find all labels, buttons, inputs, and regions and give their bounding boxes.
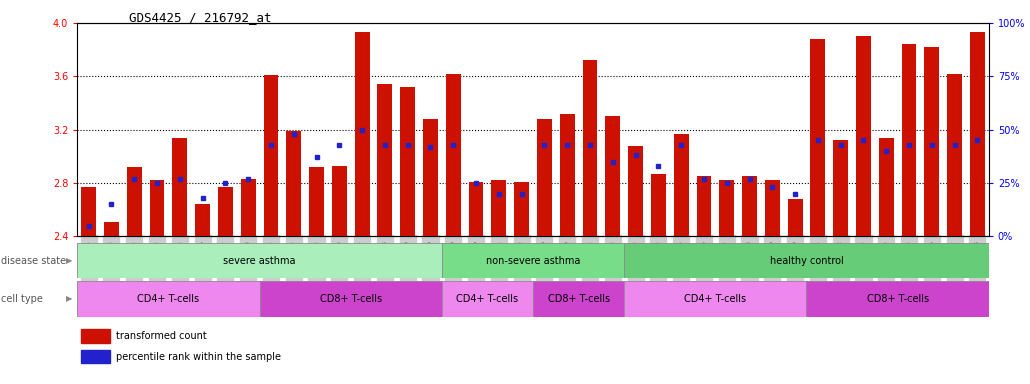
Bar — [104, 222, 118, 236]
Bar — [81, 187, 96, 236]
Bar — [77, 243, 442, 278]
Bar — [879, 137, 894, 236]
Bar — [624, 243, 989, 278]
Bar — [833, 140, 848, 236]
Bar — [606, 116, 620, 236]
Text: percentile rank within the sample: percentile rank within the sample — [115, 351, 280, 361]
Text: non-severe asthma: non-severe asthma — [486, 255, 580, 266]
Bar — [651, 174, 665, 236]
Bar — [354, 32, 370, 236]
Bar — [537, 119, 552, 236]
Text: CD4+ T-cells: CD4+ T-cells — [456, 294, 518, 304]
Text: CD4+ T-cells: CD4+ T-cells — [137, 294, 200, 304]
Text: CD8+ T-cells: CD8+ T-cells — [866, 294, 929, 304]
Bar — [514, 182, 529, 236]
Bar — [172, 137, 187, 236]
Text: ▶: ▶ — [66, 256, 72, 265]
Text: CD4+ T-cells: CD4+ T-cells — [684, 294, 747, 304]
Text: healthy control: healthy control — [769, 255, 844, 266]
Text: disease state: disease state — [1, 255, 66, 266]
Text: transformed count: transformed count — [115, 331, 206, 341]
Bar — [765, 180, 780, 236]
Text: ▶: ▶ — [66, 295, 72, 303]
Bar — [719, 180, 734, 236]
Text: CD8+ T-cells: CD8+ T-cells — [319, 294, 382, 304]
Bar — [806, 281, 989, 317]
Bar — [811, 39, 825, 236]
Bar — [260, 281, 442, 317]
Bar — [332, 166, 347, 236]
Bar — [469, 182, 483, 236]
Bar — [442, 281, 534, 317]
Bar — [924, 47, 939, 236]
Text: cell type: cell type — [1, 294, 43, 304]
Bar — [149, 180, 165, 236]
Bar — [442, 243, 624, 278]
Text: CD8+ T-cells: CD8+ T-cells — [548, 294, 610, 304]
Bar — [628, 146, 643, 236]
Bar — [81, 349, 110, 364]
Bar — [970, 32, 985, 236]
Bar — [583, 60, 597, 236]
Bar — [856, 36, 871, 236]
Bar — [127, 167, 142, 236]
Bar — [788, 199, 802, 236]
Bar — [377, 84, 392, 236]
Bar — [534, 281, 624, 317]
Bar — [423, 119, 438, 236]
Bar — [264, 75, 278, 236]
Bar — [742, 176, 757, 236]
Bar — [901, 45, 917, 236]
Bar — [674, 134, 689, 236]
Bar — [77, 281, 260, 317]
Bar — [241, 179, 255, 236]
Bar — [696, 176, 712, 236]
Bar — [81, 329, 110, 343]
Bar — [401, 87, 415, 236]
Text: severe asthma: severe asthma — [224, 255, 296, 266]
Bar — [195, 204, 210, 236]
Bar — [559, 114, 575, 236]
Bar — [286, 131, 301, 236]
Bar — [218, 187, 233, 236]
Bar — [309, 167, 324, 236]
Bar — [948, 74, 962, 236]
Bar — [624, 281, 806, 317]
Bar — [491, 180, 507, 236]
Bar — [446, 74, 460, 236]
Text: GDS4425 / 216792_at: GDS4425 / 216792_at — [129, 12, 271, 25]
